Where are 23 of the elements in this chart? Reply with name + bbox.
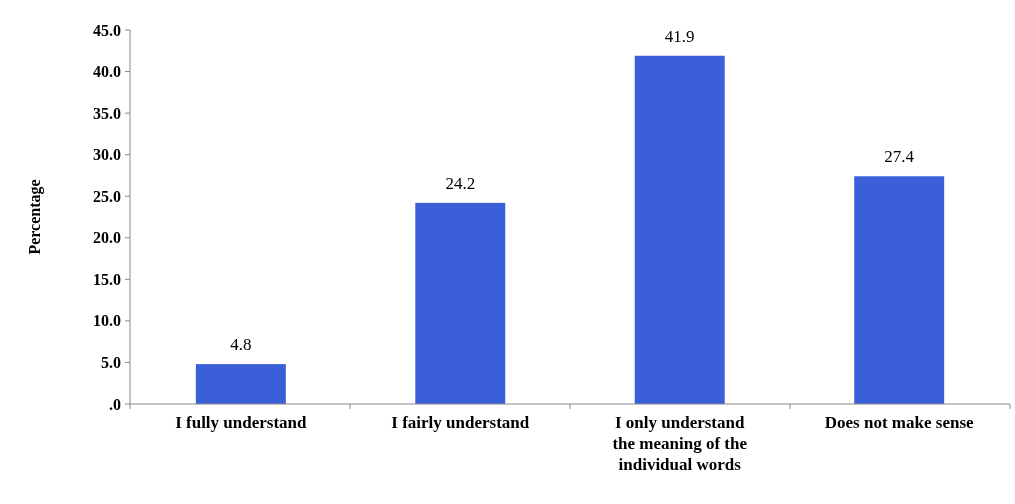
y-tick-label: 35.0 xyxy=(93,104,121,122)
bar xyxy=(195,364,286,404)
y-axis-title: Percentage xyxy=(26,179,44,255)
bar xyxy=(854,176,945,404)
y-tick-label: 15.0 xyxy=(93,270,121,288)
bar xyxy=(634,55,725,404)
data-label: 27.4 xyxy=(884,147,915,167)
data-label: 24.2 xyxy=(445,173,476,193)
bar xyxy=(415,202,506,404)
x-tick-label: I only understand the meaning of the individual words xyxy=(612,413,748,474)
y-tick-label: 5.0 xyxy=(101,354,121,372)
data-label: 41.9 xyxy=(664,26,695,46)
x-tick-label: I fairly understand xyxy=(391,413,530,432)
y-tick-label: 30.0 xyxy=(93,146,121,164)
x-tick-label: Does not make sense xyxy=(824,413,974,432)
y-tick-label: 40.0 xyxy=(93,63,121,81)
data-label: 4.8 xyxy=(230,335,252,355)
y-tick-label: .0 xyxy=(109,395,121,413)
y-tick-label: 10.0 xyxy=(93,312,121,330)
y-tick-label: 45.0 xyxy=(93,21,121,39)
y-tick-label: 20.0 xyxy=(93,229,121,247)
y-tick-label: 25.0 xyxy=(93,187,121,205)
x-tick-label: I fully understand xyxy=(175,413,308,432)
